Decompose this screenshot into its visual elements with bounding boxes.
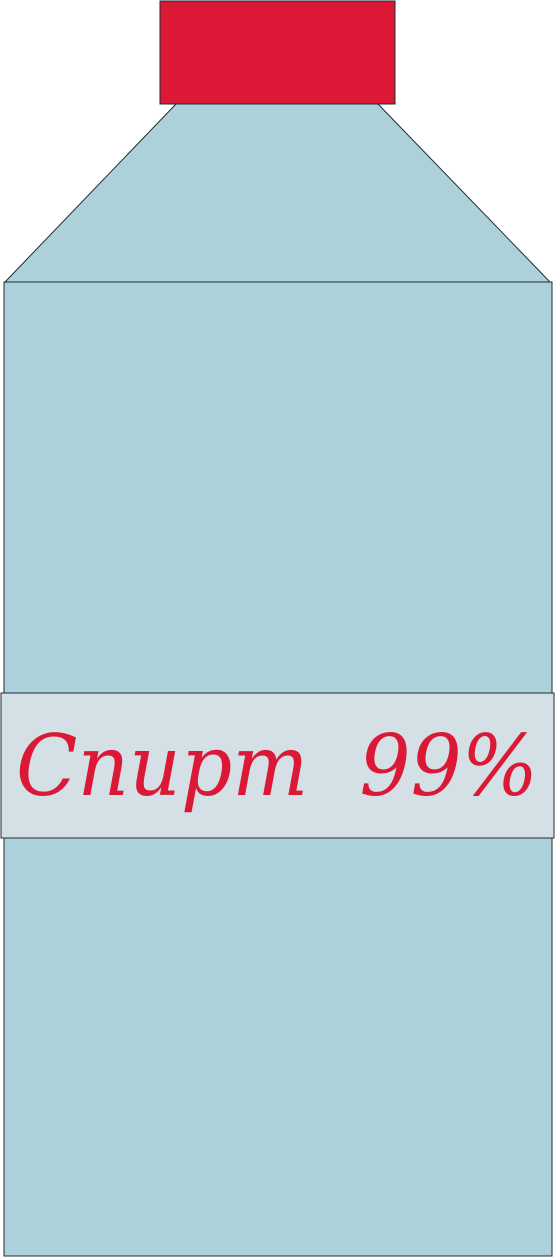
bottle-label [0, 692, 555, 839]
bottle-shoulder [3, 103, 552, 283]
bottle-label-text: Спирт 99% [16, 717, 538, 815]
bottle-cap [159, 0, 396, 105]
